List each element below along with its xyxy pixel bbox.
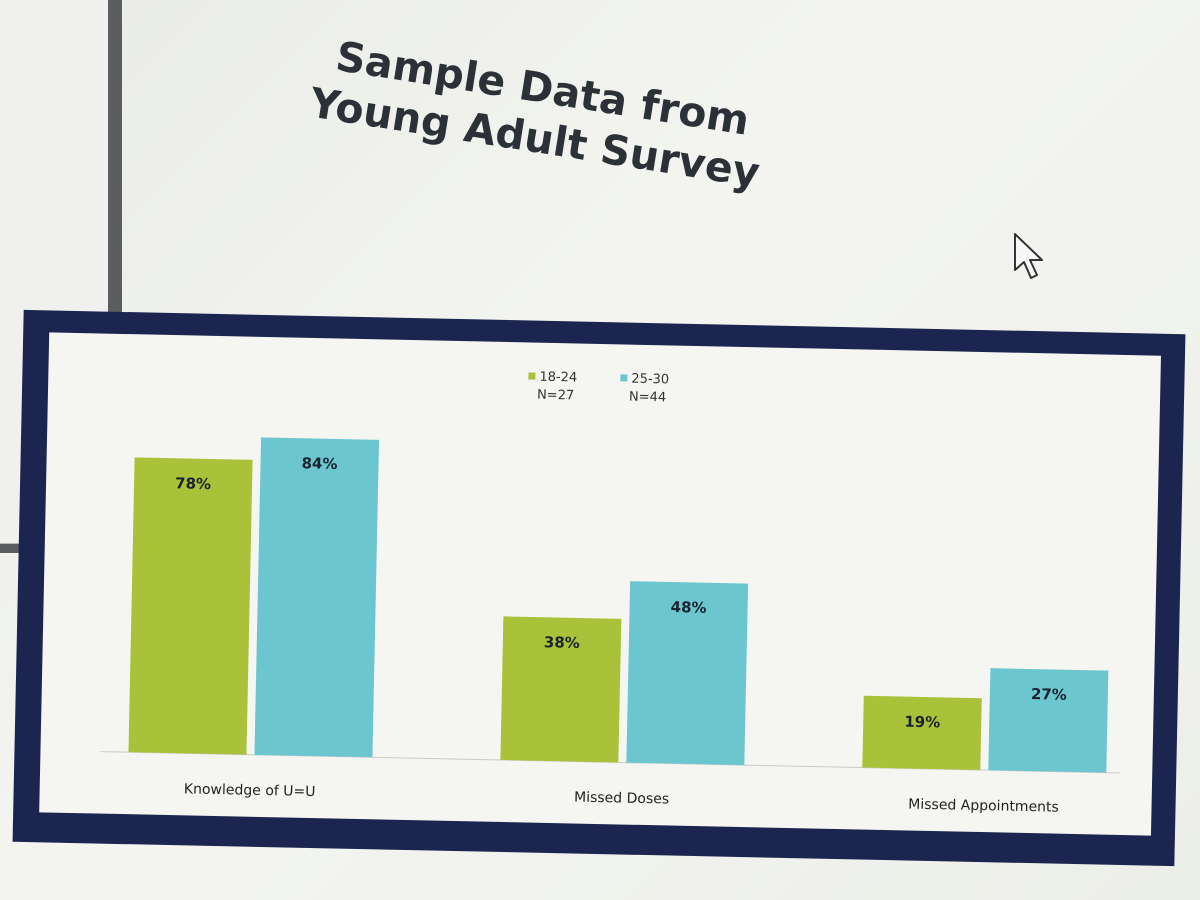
category-label-0: Knowledge of U=U <box>184 781 316 800</box>
legend-swatch-1 <box>620 374 628 382</box>
legend-swatch-0 <box>528 372 536 380</box>
legend-series-sample-0: N=27 <box>537 388 574 404</box>
bar-0-2 <box>862 695 982 771</box>
legend-series-sample-1: N=44 <box>629 390 666 406</box>
bar-1-1 <box>626 581 749 766</box>
x-axis-line <box>100 751 1121 774</box>
slide-title: Sample Data from Young Adult Survey <box>306 32 764 198</box>
data-label-0-0: 78% <box>175 474 211 493</box>
data-label-1-2: 27% <box>1031 685 1067 704</box>
data-label-0-1: 38% <box>544 633 580 652</box>
chart-area: 18-24 N=27 25-30 N=44 78% 84% Knowledge of U=U… <box>39 332 1161 836</box>
chart-frame: 18-24 N=27 25-30 N=44 78% 84% Knowledge of U=U… <box>12 309 1186 867</box>
category-label-1: Missed Doses <box>574 790 669 808</box>
legend-series-name-1: 25-30 <box>631 372 669 388</box>
category-label-2: Missed Appointments <box>908 797 1059 816</box>
bar-chart: 18-24 N=27 25-30 N=44 78% 84% Knowledge of U=U… <box>100 370 1121 816</box>
bar-1-0 <box>254 437 380 758</box>
data-label-0-2: 19% <box>904 713 940 732</box>
bar-0-1 <box>500 616 622 763</box>
data-label-1-0: 84% <box>301 454 337 473</box>
data-label-1-1: 48% <box>670 598 706 617</box>
bar-1-2 <box>988 668 1109 773</box>
mouse-pointer-icon <box>1014 233 1043 279</box>
bar-0-0 <box>128 457 253 755</box>
legend-series-name-0: 18-24 <box>539 370 577 386</box>
